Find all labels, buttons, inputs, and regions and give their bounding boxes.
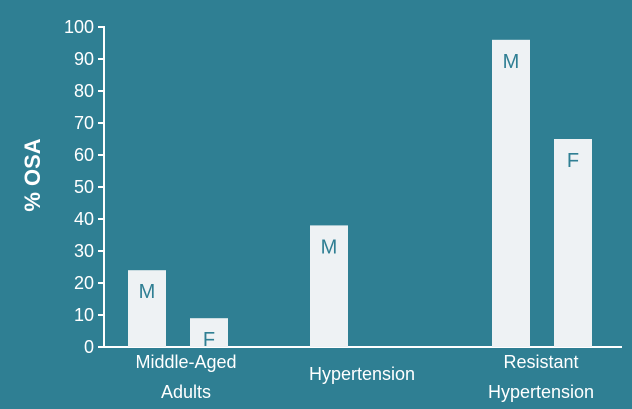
bar-label: F	[203, 329, 215, 351]
y-tick-label: 20	[74, 273, 94, 293]
bar-label: F	[567, 150, 579, 172]
bar	[492, 39, 530, 348]
y-tick-label: 0	[84, 337, 94, 357]
bars: M F M M F	[128, 39, 592, 351]
axes: 0 10 20 30 40 50 60 70 80 90 100	[64, 17, 622, 357]
y-tick-label: 100	[64, 17, 94, 37]
y-tick-label: 30	[74, 241, 94, 261]
y-tick-label: 80	[74, 81, 94, 101]
x-tick-label: Hypertension	[309, 364, 415, 384]
labels: Middle-Aged Adults Hypertension Resistant Hy…	[135, 352, 594, 402]
x-tick-label: Adults	[161, 382, 211, 402]
y-tick-label: 60	[74, 145, 94, 165]
bar	[128, 270, 166, 347]
bar	[190, 318, 228, 347]
y-tick-label: 50	[74, 177, 94, 197]
bar-label: M	[139, 281, 156, 303]
bar-label: M	[503, 51, 520, 73]
y-tick-label: 10	[74, 305, 94, 325]
x-tick-label: Hypertension	[488, 382, 594, 402]
x-tick-label: Middle-Aged	[135, 352, 236, 372]
bar-label: M	[321, 236, 338, 258]
y-tick-label: 70	[74, 113, 94, 133]
y-tick-label: 40	[74, 209, 94, 229]
bar	[554, 139, 592, 347]
x-tick-label: Resistant	[503, 352, 578, 372]
bar	[310, 225, 348, 347]
y-axis-label: % OSA	[20, 138, 45, 211]
y-tick-label: 90	[74, 49, 94, 69]
